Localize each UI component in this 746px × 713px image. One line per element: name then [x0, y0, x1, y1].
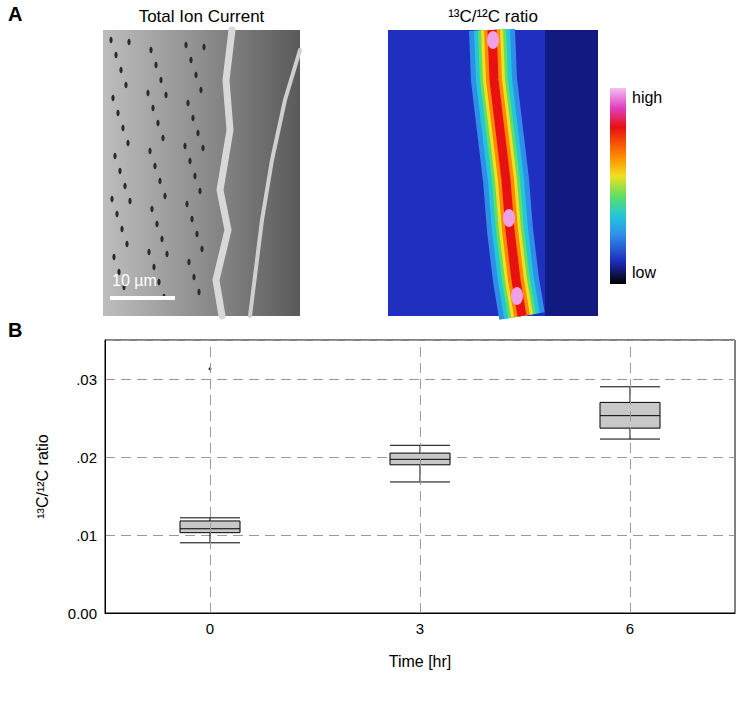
svg-text:A: A	[8, 3, 22, 25]
svg-text:3: 3	[416, 620, 424, 637]
svg-text:low: low	[632, 264, 656, 281]
svg-text:high: high	[632, 89, 662, 106]
svg-text:10 µm: 10 µm	[112, 272, 157, 289]
svg-text:B: B	[8, 319, 22, 341]
svg-text:0.00: 0.00	[68, 605, 97, 622]
svg-text:0: 0	[206, 620, 214, 637]
svg-text:.01: .01	[76, 527, 97, 544]
svg-text:Time [hr]: Time [hr]	[389, 653, 452, 670]
svg-text:.03: .03	[76, 371, 97, 388]
svg-text:¹³C/¹²C ratio: ¹³C/¹²C ratio	[34, 434, 51, 519]
svg-text:Total Ion Current: Total Ion Current	[139, 7, 265, 26]
svg-text:¹³C/¹²C ratio: ¹³C/¹²C ratio	[448, 7, 538, 26]
svg-text:.02: .02	[76, 449, 97, 466]
svg-text:6: 6	[626, 620, 634, 637]
